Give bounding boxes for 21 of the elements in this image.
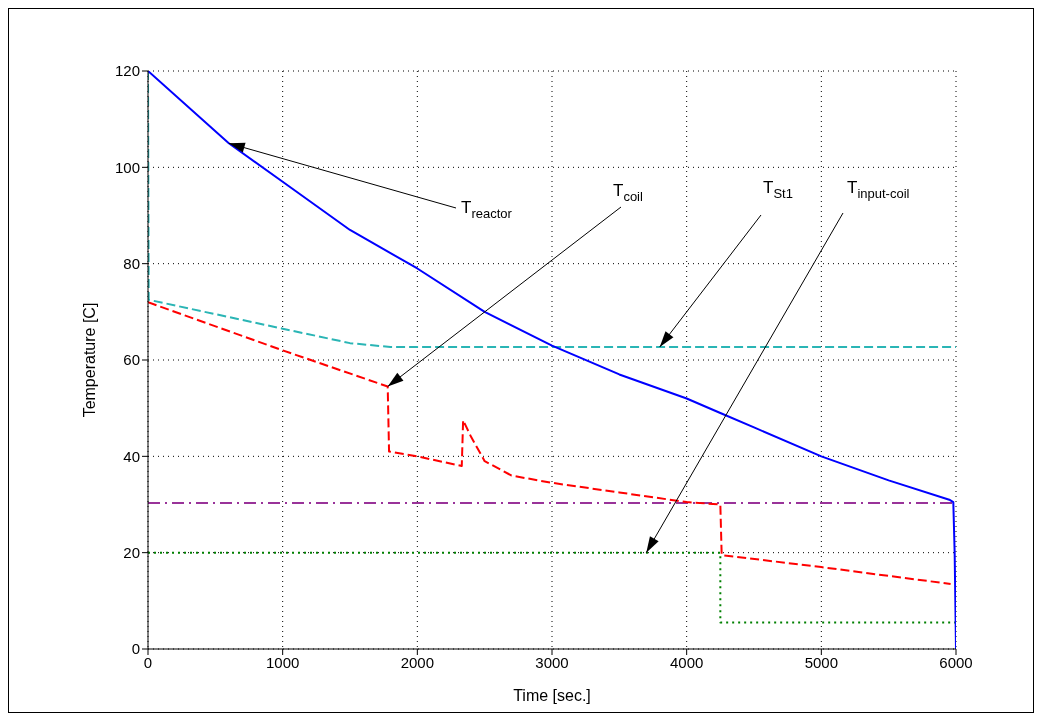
x-tick-label: 4000 — [669, 653, 704, 671]
annotation: T$_{St1}$ — [763, 178, 793, 202]
y-tick-label: 120 — [114, 62, 140, 80]
y-tick-label: 0 — [131, 640, 140, 658]
y-tick-label: 80 — [123, 254, 140, 272]
x-tick-label: 2000 — [400, 653, 435, 671]
annotation: T$_{coil}$ — [613, 181, 644, 205]
x-axis-title: Time [sec.] — [513, 687, 591, 704]
y-tick-label: 60 — [123, 351, 140, 369]
x-tick-label: 0 — [143, 653, 153, 671]
y-tick-label: 40 — [123, 447, 140, 465]
x-tick-label: 5000 — [804, 653, 839, 671]
y-tick-label: 20 — [123, 543, 140, 561]
x-tick-label: 1000 — [265, 653, 300, 671]
annotation: T$_{reactor}$ — [461, 198, 513, 222]
line-series — [148, 301, 952, 585]
x-tick-label: 3000 — [535, 653, 569, 671]
annotation: T$_{input-coil}$ — [847, 178, 910, 202]
y-tick-label: 100 — [114, 158, 140, 176]
y-axis-title: Temperature [C] — [80, 302, 98, 418]
x-tick-label: 6000 — [939, 653, 973, 671]
